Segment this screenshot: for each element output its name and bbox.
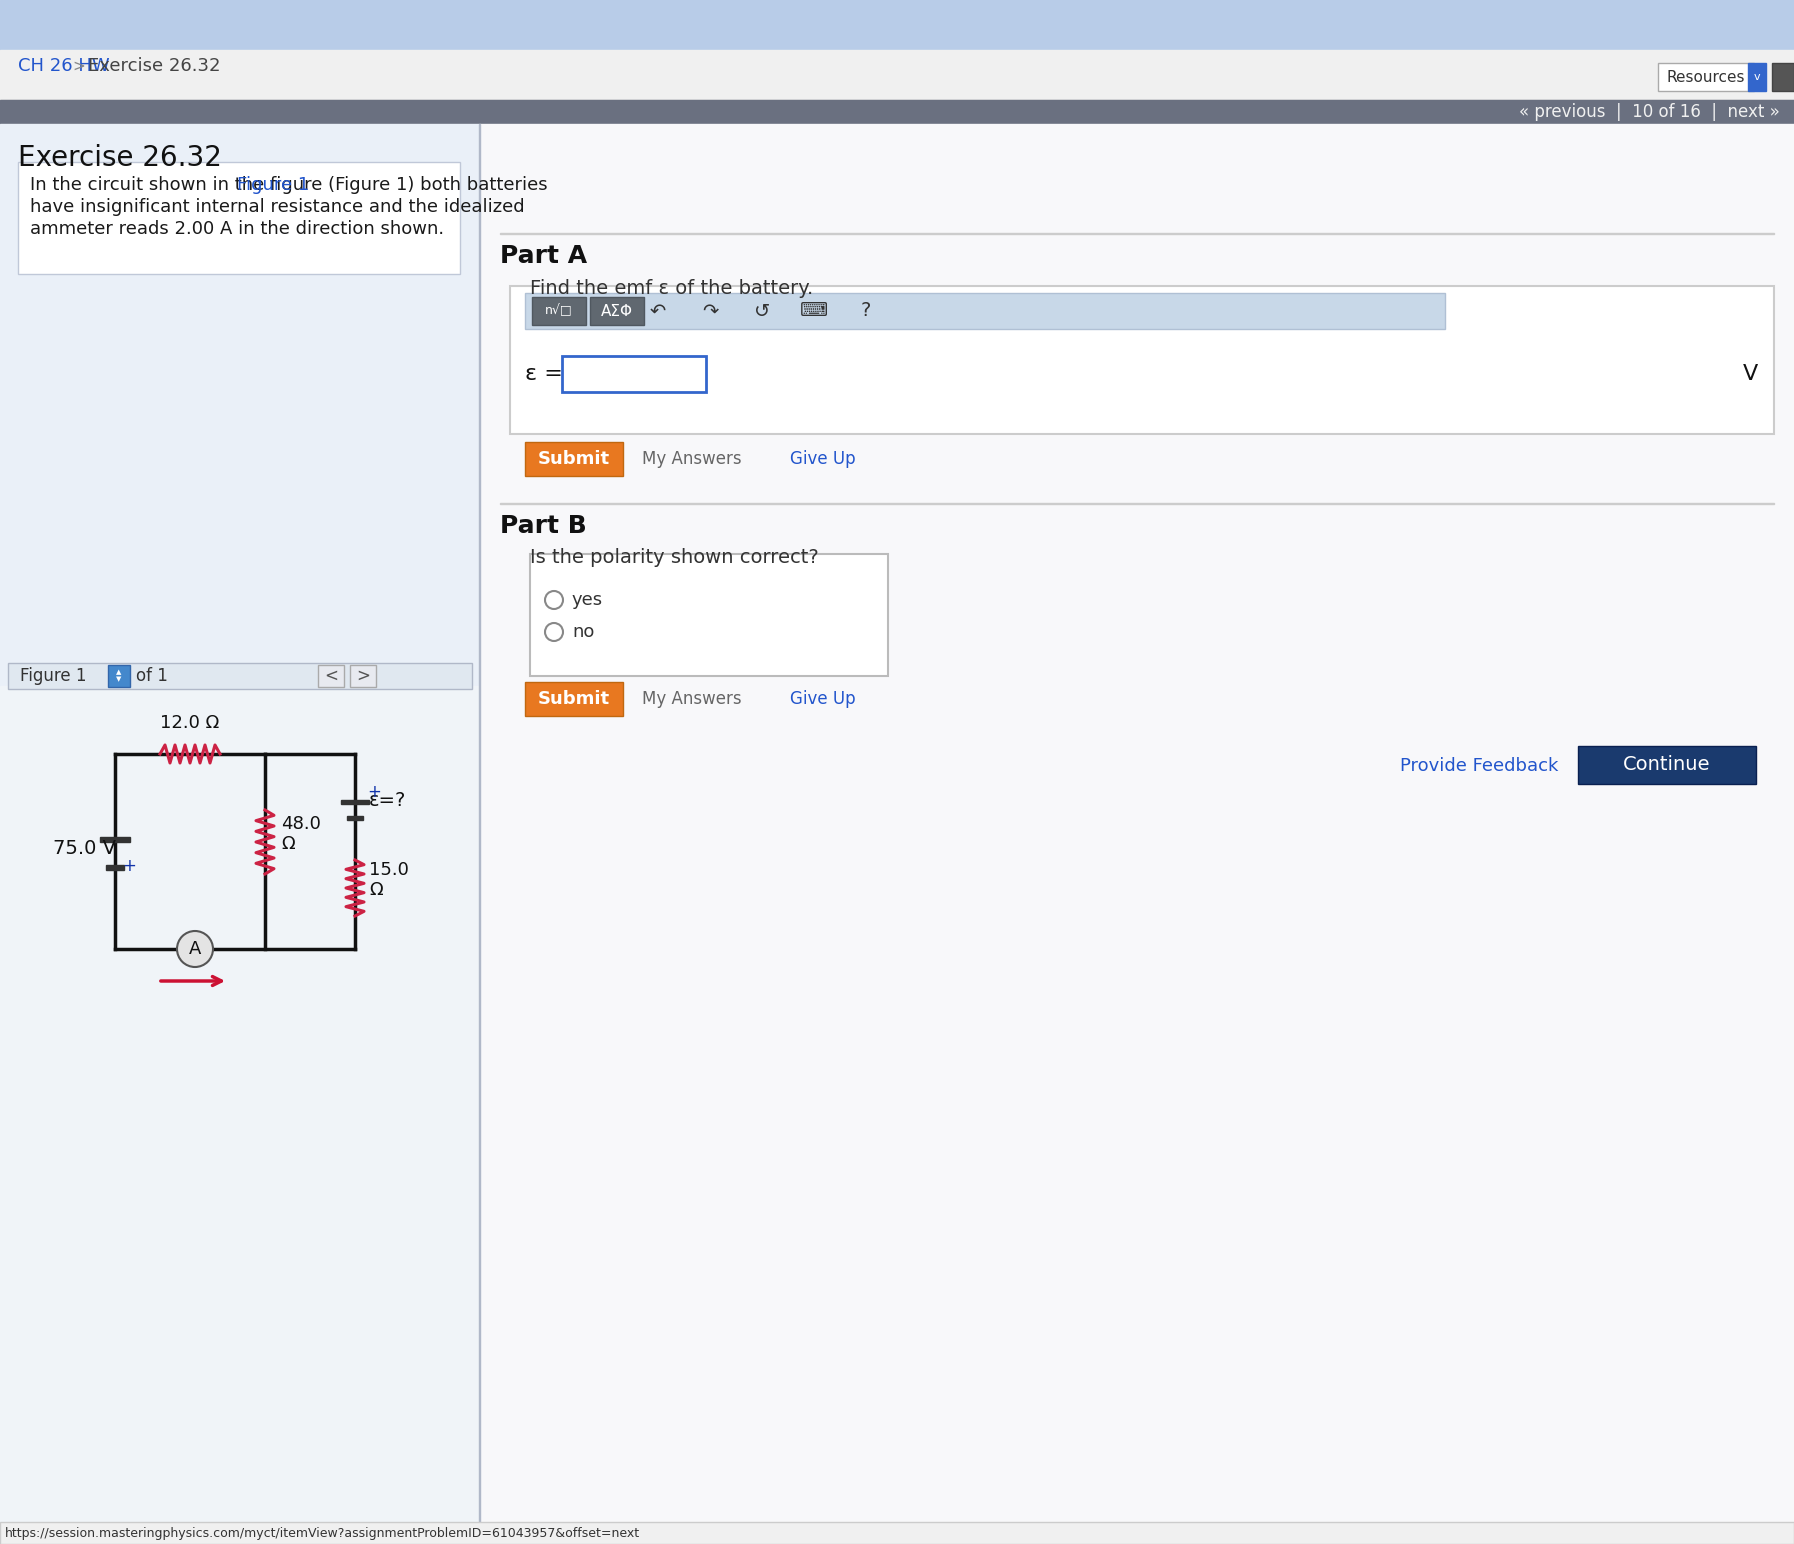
Text: Give Up: Give Up — [789, 449, 856, 468]
FancyBboxPatch shape — [526, 442, 623, 476]
Text: ΑΣΦ: ΑΣΦ — [601, 304, 633, 318]
Text: 48.0
Ω: 48.0 Ω — [282, 815, 321, 854]
FancyBboxPatch shape — [106, 865, 124, 869]
Text: Find the emf ε of the battery.: Find the emf ε of the battery. — [529, 279, 813, 298]
Text: CH 26 HW: CH 26 HW — [18, 57, 109, 76]
FancyBboxPatch shape — [0, 686, 481, 1544]
Text: +: + — [122, 857, 136, 875]
FancyBboxPatch shape — [481, 124, 1794, 1544]
FancyBboxPatch shape — [529, 554, 888, 676]
FancyBboxPatch shape — [341, 800, 370, 804]
FancyBboxPatch shape — [1747, 63, 1765, 91]
Text: +: + — [368, 783, 380, 801]
Text: Part A: Part A — [501, 244, 587, 269]
Text: ▲
▼: ▲ ▼ — [117, 670, 122, 682]
FancyBboxPatch shape — [533, 296, 587, 324]
Text: « previous  |  10 of 16  |  next »: « previous | 10 of 16 | next » — [1520, 103, 1780, 120]
Text: V: V — [1742, 364, 1758, 384]
Text: Exercise 26.32: Exercise 26.32 — [18, 144, 222, 171]
FancyBboxPatch shape — [318, 665, 344, 687]
FancyBboxPatch shape — [526, 682, 623, 716]
Text: >: > — [72, 59, 84, 74]
Text: >: > — [355, 667, 370, 686]
Text: Part B: Part B — [501, 514, 587, 537]
Circle shape — [178, 931, 213, 967]
Text: 12.0 Ω: 12.0 Ω — [160, 713, 219, 732]
FancyBboxPatch shape — [18, 162, 459, 273]
FancyBboxPatch shape — [1579, 746, 1756, 784]
Text: A: A — [188, 940, 201, 957]
FancyBboxPatch shape — [509, 286, 1774, 434]
Text: Exercise 26.32: Exercise 26.32 — [88, 57, 221, 76]
Text: ?: ? — [861, 301, 872, 321]
Text: ⌨: ⌨ — [800, 301, 829, 321]
Text: have insignificant internal resistance and the idealized: have insignificant internal resistance a… — [30, 198, 524, 216]
FancyBboxPatch shape — [108, 665, 129, 687]
Text: My Answers: My Answers — [642, 690, 741, 709]
Text: ↺: ↺ — [753, 301, 770, 321]
Text: Resources: Resources — [1667, 69, 1746, 85]
Text: Figure 1: Figure 1 — [20, 667, 86, 686]
Text: 75.0 V: 75.0 V — [54, 838, 117, 857]
Text: Submit: Submit — [538, 449, 610, 468]
FancyBboxPatch shape — [1658, 63, 1755, 91]
FancyBboxPatch shape — [0, 124, 1794, 1544]
Text: yes: yes — [572, 591, 603, 608]
Text: 15.0
Ω: 15.0 Ω — [370, 860, 409, 900]
FancyBboxPatch shape — [1772, 63, 1794, 91]
Text: ↶: ↶ — [649, 301, 666, 321]
Text: n√□: n√□ — [545, 304, 572, 318]
Text: ammeter reads 2.00 A in the direction shown.: ammeter reads 2.00 A in the direction sh… — [30, 219, 445, 238]
Text: Figure 1: Figure 1 — [237, 176, 309, 195]
FancyBboxPatch shape — [0, 100, 1794, 124]
Text: Provide Feedback: Provide Feedback — [1399, 757, 1557, 775]
FancyBboxPatch shape — [0, 49, 1794, 100]
FancyBboxPatch shape — [0, 124, 481, 1544]
Text: Is the polarity shown correct?: Is the polarity shown correct? — [529, 548, 818, 567]
FancyBboxPatch shape — [0, 0, 1794, 49]
Text: no: no — [572, 622, 594, 641]
Text: of 1: of 1 — [136, 667, 169, 686]
FancyBboxPatch shape — [0, 1522, 1794, 1544]
Text: My Answers: My Answers — [642, 449, 741, 468]
Text: In the circuit shown in the figure (Figure 1) both batteries: In the circuit shown in the figure (Figu… — [30, 176, 547, 195]
Text: <: < — [325, 667, 337, 686]
FancyBboxPatch shape — [7, 662, 472, 689]
FancyBboxPatch shape — [590, 296, 644, 324]
Circle shape — [545, 591, 563, 608]
FancyBboxPatch shape — [346, 815, 362, 820]
FancyBboxPatch shape — [562, 357, 707, 392]
FancyBboxPatch shape — [350, 665, 377, 687]
Text: Submit: Submit — [538, 690, 610, 709]
Text: Give Up: Give Up — [789, 690, 856, 709]
FancyBboxPatch shape — [526, 293, 1444, 329]
Text: Continue: Continue — [1624, 755, 1711, 775]
Text: v: v — [1755, 73, 1760, 82]
Text: ε=?: ε=? — [370, 791, 407, 809]
Text: https://session.masteringphysics.com/myct/itemView?assignmentProblemID=61043957&: https://session.masteringphysics.com/myc… — [5, 1527, 640, 1539]
FancyBboxPatch shape — [100, 837, 129, 841]
Circle shape — [545, 622, 563, 641]
Text: ↷: ↷ — [701, 301, 718, 321]
Text: ε =: ε = — [526, 364, 563, 384]
